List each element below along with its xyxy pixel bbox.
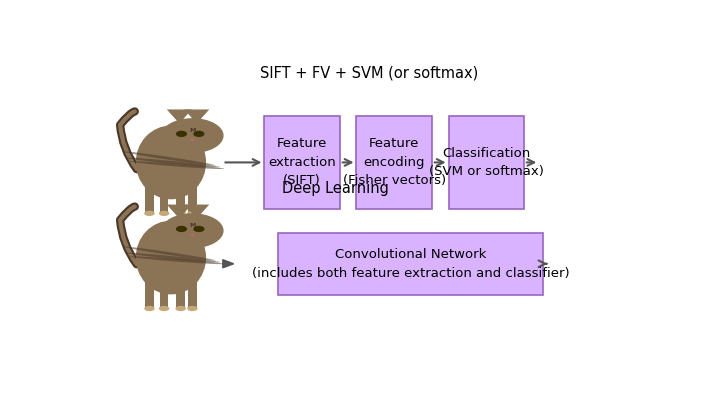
Text: Classification
(SVM or softmax): Classification (SVM or softmax) [428, 147, 544, 178]
Ellipse shape [130, 256, 225, 264]
FancyBboxPatch shape [449, 116, 524, 209]
Circle shape [176, 131, 187, 137]
FancyBboxPatch shape [145, 184, 154, 213]
Ellipse shape [144, 211, 155, 216]
Text: M: M [189, 223, 196, 228]
Ellipse shape [176, 211, 186, 216]
Ellipse shape [144, 306, 155, 311]
FancyBboxPatch shape [188, 279, 197, 309]
FancyBboxPatch shape [356, 116, 432, 209]
Ellipse shape [187, 211, 198, 216]
Ellipse shape [125, 158, 220, 167]
Ellipse shape [122, 247, 215, 260]
FancyBboxPatch shape [160, 279, 168, 309]
Polygon shape [167, 109, 192, 124]
FancyBboxPatch shape [279, 232, 544, 295]
FancyBboxPatch shape [176, 184, 185, 213]
FancyBboxPatch shape [145, 279, 154, 309]
Circle shape [194, 226, 204, 232]
Ellipse shape [176, 306, 186, 311]
Text: SIFT + FV + SVM (or softmax): SIFT + FV + SVM (or softmax) [260, 66, 478, 81]
FancyBboxPatch shape [176, 279, 185, 309]
Text: Convolutional Network
(includes both feature extraction and classifier): Convolutional Network (includes both fea… [252, 248, 570, 279]
Circle shape [161, 118, 224, 153]
Ellipse shape [136, 126, 206, 199]
FancyBboxPatch shape [188, 184, 197, 213]
Circle shape [194, 131, 204, 137]
Ellipse shape [136, 221, 206, 294]
Polygon shape [190, 234, 195, 237]
Ellipse shape [125, 253, 220, 262]
Circle shape [176, 226, 187, 232]
Polygon shape [222, 260, 234, 268]
Text: Deep Learning: Deep Learning [282, 181, 389, 196]
Text: Feature
extraction
(SIFT): Feature extraction (SIFT) [268, 137, 336, 188]
Ellipse shape [187, 306, 198, 311]
Circle shape [161, 213, 224, 248]
Text: Feature
encoding
(Fisher vectors): Feature encoding (Fisher vectors) [343, 137, 446, 188]
FancyBboxPatch shape [264, 116, 340, 209]
Ellipse shape [159, 306, 169, 311]
Polygon shape [184, 109, 210, 124]
Ellipse shape [122, 151, 215, 166]
Polygon shape [190, 139, 195, 142]
Text: M: M [189, 128, 196, 133]
Polygon shape [167, 205, 192, 219]
Ellipse shape [159, 211, 169, 216]
Polygon shape [184, 205, 210, 219]
FancyBboxPatch shape [160, 184, 168, 213]
Ellipse shape [130, 161, 225, 169]
